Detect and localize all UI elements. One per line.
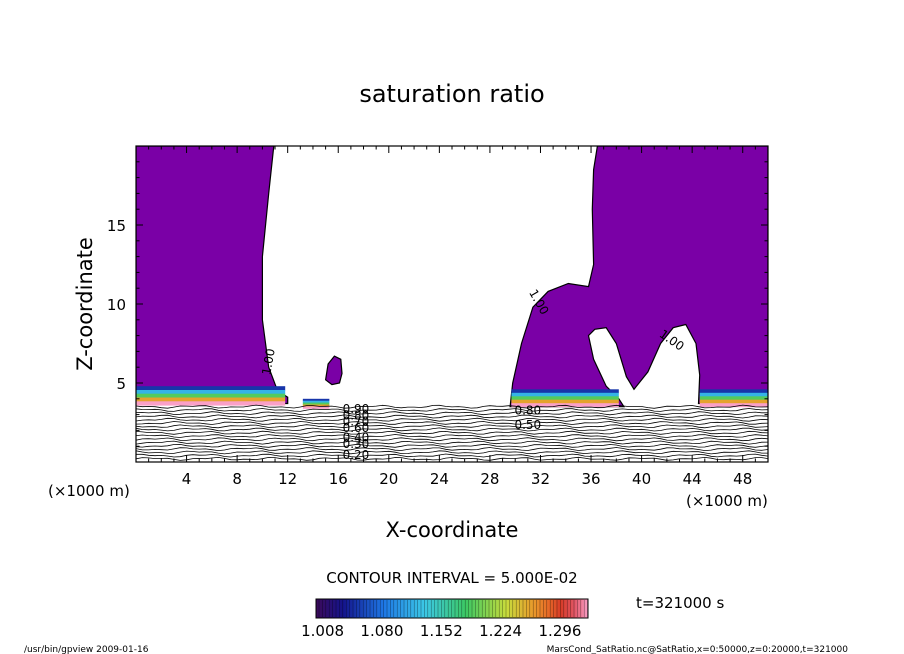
contour-label-8: 0.30 xyxy=(343,437,370,451)
y-tick-label-5: 5 xyxy=(116,375,126,393)
contour-line-12 xyxy=(136,417,768,422)
x-axis-label: X-coordinate xyxy=(386,518,519,542)
x-tick-label-36: 36 xyxy=(581,470,600,488)
x-tick-label-12: 12 xyxy=(278,470,297,488)
contour-label-6: 0.60 xyxy=(343,421,370,435)
contour-label-4: 0.80 xyxy=(343,408,370,422)
band-1-row-4 xyxy=(302,406,330,409)
contour-interval-text: CONTOUR INTERVAL = 5.000E-02 xyxy=(326,569,577,587)
x-tick-label-28: 28 xyxy=(480,470,499,488)
band-2-row-1 xyxy=(511,392,619,397)
contour-line-14 xyxy=(136,411,768,416)
contour-label-9: 0.20 xyxy=(343,448,370,462)
contour-label-7: 0.40 xyxy=(343,430,370,444)
x-tick-label-44: 44 xyxy=(683,470,702,488)
band-0-row-2 xyxy=(136,393,286,398)
x-tick-label-32: 32 xyxy=(531,470,550,488)
contour-line-10 xyxy=(136,424,768,429)
x-tick-label-8: 8 xyxy=(232,470,242,488)
contour-line-8 xyxy=(136,430,768,435)
contour-line-11 xyxy=(136,421,768,425)
contour-line-0 xyxy=(136,456,768,461)
contour-line-2 xyxy=(136,450,768,455)
chart-title: saturation ratio xyxy=(359,80,544,108)
contour-line-4 xyxy=(136,443,768,448)
contour-line-16 xyxy=(136,404,768,409)
contour-line-15 xyxy=(136,407,768,412)
region-right xyxy=(509,146,768,408)
x-tick-label-16: 16 xyxy=(329,470,348,488)
band-3-row-0 xyxy=(699,389,768,394)
colorbar-tick-label-1: 1.080 xyxy=(360,622,403,640)
colorbar-tick-label-0: 1.008 xyxy=(301,622,344,640)
y-axis-label: Z-coordinate xyxy=(73,237,97,371)
contour-line-7 xyxy=(136,434,768,439)
band-3-row-4 xyxy=(699,403,768,408)
y-axis-ticks: 5 10 15 xyxy=(107,145,768,463)
band-1-row-0 xyxy=(302,398,330,402)
x-tick-label-4: 4 xyxy=(182,470,192,488)
contour-line-9 xyxy=(136,427,768,432)
contour-line-6 xyxy=(136,437,768,442)
band-0-row-0 xyxy=(136,386,286,391)
plot-area: 1.001.001.000.900.800.700.600.400.300.20… xyxy=(136,146,768,462)
band-1-row-2 xyxy=(302,402,330,405)
contour-line-5 xyxy=(136,440,768,445)
colorbar-stripes xyxy=(318,600,588,617)
band-2-row-3 xyxy=(511,399,619,404)
contour-label-0: 1.00 xyxy=(259,347,277,376)
time-label: t=321000 s xyxy=(636,594,724,612)
band-2-row-2 xyxy=(511,396,619,401)
band-0-row-4 xyxy=(136,401,286,406)
band-2-row-0 xyxy=(511,389,619,394)
footer-right: MarsCond_SatRatio.nc@SatRatio,x=0:50000,… xyxy=(547,645,849,654)
colorbar-tick-labels: 1.008 1.080 1.152 1.224 1.296 xyxy=(301,622,581,640)
y-tick-label-10: 10 xyxy=(107,296,126,314)
colorbar-tick-label-4: 1.296 xyxy=(539,622,582,640)
x-tick-label-40: 40 xyxy=(632,470,651,488)
contour-label-3: 0.90 xyxy=(343,402,370,416)
x-unit-label-right: (×1000 m) xyxy=(686,492,768,510)
x-tick-label-48: 48 xyxy=(733,470,752,488)
contour-line-3 xyxy=(136,447,768,452)
y-tick-label-15: 15 xyxy=(107,217,126,235)
band-1-row-1 xyxy=(302,400,330,404)
contour-line-13 xyxy=(136,414,768,419)
subsaturated-contours xyxy=(136,404,768,461)
band-0-row-3 xyxy=(136,397,286,402)
x-axis-ticks: 4 8 12 16 20 24 28 32 36 40 44 48 xyxy=(135,146,769,488)
supersaturation-regions xyxy=(136,146,768,408)
colorbar-tick-label-2: 1.152 xyxy=(420,622,463,640)
footer-left: /usr/bin/gpview 2009-01-16 xyxy=(24,645,149,654)
x-tick-label-20: 20 xyxy=(379,470,398,488)
contour-line-1 xyxy=(136,453,768,458)
contour-label-5: 0.70 xyxy=(343,415,370,429)
band-3-row-1 xyxy=(699,392,768,397)
band-0-row-1 xyxy=(136,390,286,395)
contour-label-11: 0.50 xyxy=(514,418,541,432)
x-tick-label-24: 24 xyxy=(430,470,449,488)
band-3-row-3 xyxy=(699,399,768,404)
x-unit-label-left: (×1000 m) xyxy=(48,482,130,500)
band-3-row-2 xyxy=(699,396,768,401)
region-bubble xyxy=(324,355,343,386)
contour-label-10: 0.80 xyxy=(514,404,541,418)
colorbar xyxy=(315,598,589,619)
colorbar-tick-label-3: 1.224 xyxy=(479,622,522,640)
